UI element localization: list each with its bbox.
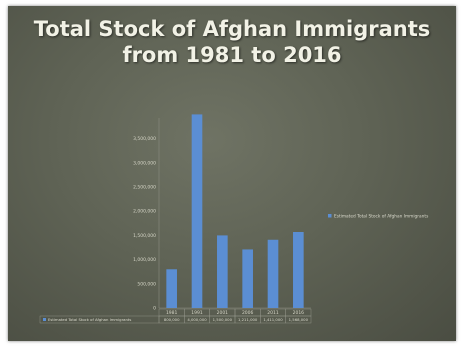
table-value-label: 1,211,000 (238, 317, 258, 322)
table-value-label: 1,568,000 (289, 317, 309, 322)
bar-chart: 0 500,000 1,000,000 1,500,000 2,000,000 2,500… (39, 114, 429, 324)
bar-2001 (217, 235, 228, 308)
bar-1981 (166, 269, 177, 308)
table-value-label: 1,411,000 (263, 317, 283, 322)
slide: Total Stock of Afghan Immigrants from 19… (8, 6, 456, 341)
bar-2016 (293, 232, 304, 308)
bar-2006 (242, 249, 253, 308)
x-tick-label: 2016 (293, 310, 305, 316)
table-series-name: Estimated Total Stock of Afghan Immigran… (48, 317, 131, 322)
table-value-cell (285, 315, 312, 324)
x-tick-label: 1981 (166, 310, 178, 316)
legend-swatch (328, 214, 332, 218)
bar-1991 (191, 114, 203, 309)
x-tick-label: 2001 (217, 310, 229, 316)
y-tick-label: 2,500,000 (133, 185, 156, 191)
y-tick-label: 500,000 (137, 281, 156, 287)
bar-2011 (267, 239, 279, 308)
y-tick-label: 0 (153, 306, 156, 312)
table-value-label: 1,500,000 (213, 317, 233, 322)
x-tick-label: 2006 (242, 310, 254, 316)
table-value-label: 4,000,000 (187, 317, 207, 322)
x-tick-label: 2011 (267, 310, 279, 316)
y-tick-label: 1,000,000 (133, 257, 156, 263)
y-tick-label: 2,000,000 (133, 209, 156, 215)
title-line-1: Total Stock of Afghan Immigrants (33, 17, 431, 41)
title-line-2: from 1981 to 2016 (122, 43, 342, 67)
slide-title: Total Stock of Afghan Immigrants from 19… (8, 16, 456, 68)
legend-label: Estimated Total Stock of Afghan Immigran… (334, 214, 429, 220)
table-value-label: 800,000 (164, 317, 180, 322)
y-tick-label: 3,000,000 (133, 160, 156, 166)
table-series-swatch (43, 318, 46, 321)
y-tick-label: 3,500,000 (133, 136, 156, 142)
x-tick-label: 1991 (191, 310, 203, 316)
y-tick-label: 1,500,000 (133, 233, 156, 239)
